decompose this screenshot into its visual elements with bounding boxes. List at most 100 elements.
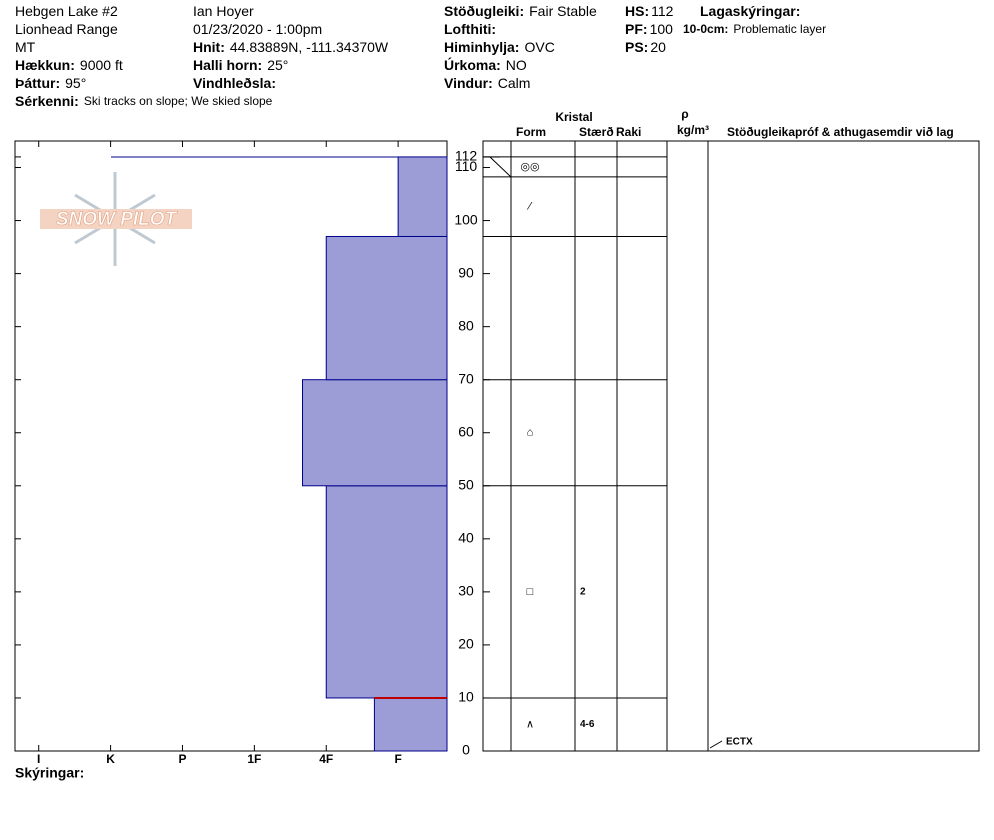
grain-form: □ (527, 586, 534, 598)
header-label: Þáttur: (15, 75, 60, 91)
header-field: Stöðugleiki: Fair Stable (444, 3, 597, 19)
header-value: Problematic layer (733, 22, 826, 36)
grain-form: ∧ (526, 718, 534, 730)
layer-bar (397, 156, 448, 237)
header-text: Lionhead Range (15, 21, 118, 37)
header-field: Lionhead Range (15, 21, 118, 37)
header-value: OVC (524, 39, 554, 55)
table-frame (482, 140, 980, 752)
header-label: HS: (625, 3, 649, 19)
depth-label: 20 (458, 636, 474, 652)
col-header: ρ (681, 107, 688, 121)
header-label: Himinhylja: (444, 39, 519, 55)
header-label: Úrkoma: (444, 56, 501, 73)
depth-label: 10 (458, 689, 474, 705)
header-field: Hebgen Lake #2 (15, 3, 118, 19)
depth-label: 80 (458, 317, 474, 333)
grain-form: ⁄ (526, 201, 533, 213)
depth-label: 60 (458, 423, 474, 439)
header-field: Lofthiti: (444, 21, 496, 37)
layer-bar (302, 379, 448, 487)
depth-label: 112 (455, 148, 478, 164)
header-label: PS: (625, 39, 648, 55)
grain-size: 4-6 (580, 719, 595, 730)
header-label: Lagaskýringar: (700, 3, 800, 19)
test-arrow (709, 740, 723, 749)
header-field: Lagaskýringar: (700, 3, 800, 19)
header-field: Sérkenni: Ski tracks on slope; We skied s… (15, 93, 273, 109)
header-value: 25° (267, 57, 288, 73)
header-field: PS: 20 (625, 39, 666, 55)
footer: Skýringar: (15, 765, 84, 781)
header-text: 01/23/2020 - 1:00pm (193, 21, 322, 37)
header-value: 100 (650, 21, 674, 37)
depth-label: 30 (458, 583, 474, 599)
col-header: Form (516, 125, 546, 139)
hardness-label: P (178, 752, 186, 766)
depth-label: 90 (458, 264, 474, 280)
col-header: Kristal (555, 110, 592, 124)
header-text: Hebgen Lake #2 (15, 3, 118, 19)
header-label: Vindur: (444, 75, 493, 91)
header-value: 20 (650, 39, 666, 55)
header-label: Lofthiti: (444, 21, 496, 37)
connector (489, 156, 512, 178)
header-field: Vindur: Calm (444, 75, 530, 91)
header-field: 10-0cm: Problematic layer (683, 22, 826, 36)
hardness-label: 1F (247, 752, 261, 766)
header-field: Halli horn: 25° (193, 57, 288, 73)
header-value: 44.83889N, -111.34370W (230, 39, 389, 55)
header-field: Hnit: 44.83889N, -111.34370W (193, 39, 389, 55)
header-text: Ian Hoyer (193, 3, 254, 19)
layer-bar (373, 697, 448, 752)
header-field: 01/23/2020 - 1:00pm (193, 21, 322, 37)
header-label: Halli horn: (193, 57, 262, 73)
header-value: 112 (651, 3, 674, 19)
header-value: 95° (65, 75, 86, 91)
header-label: Vindhleðsla: (193, 75, 276, 91)
depth-label: 40 (458, 530, 474, 546)
header-value: Ski tracks on slope; We skied slope (84, 94, 273, 108)
logo (40, 172, 192, 266)
header-label: Hækkun: (15, 57, 75, 73)
header-field: HS: 112 (625, 3, 674, 19)
header-label: Stöðugleiki: (444, 3, 524, 19)
header-field: MT (15, 39, 36, 55)
hardness-label: I (37, 752, 40, 766)
depth-label: 100 (454, 211, 478, 227)
header-field: Þáttur: 95° (15, 75, 86, 91)
header-label: PF: (625, 21, 648, 37)
logo-text: SNOW PILOT (56, 209, 178, 230)
depth-label: 0 (462, 742, 470, 758)
header-field: Ian Hoyer (193, 3, 254, 19)
header-field: Úrkoma: NO (444, 56, 527, 73)
test-label: ECTX (726, 737, 753, 748)
header-field: Vindhleðsla: (193, 75, 276, 91)
hardness-label: 4F (319, 752, 333, 766)
layer-bar (325, 485, 448, 699)
header-value: NO (506, 57, 527, 73)
grain-form: ◎◎ (520, 161, 539, 173)
header-text: MT (15, 39, 36, 55)
layer-bar (325, 235, 448, 381)
header-field: Himinhylja: OVC (444, 39, 555, 55)
grain-size: 2 (580, 587, 586, 598)
hardness-label: K (106, 752, 115, 766)
depth-label: 50 (458, 476, 474, 492)
col-header: Raki (616, 125, 641, 139)
header-value: Calm (498, 75, 531, 91)
depth-label: 70 (458, 370, 474, 386)
col-header: Stöðugleikapróf & athugasemdir við lag (727, 125, 954, 139)
hardness-label: F (394, 752, 401, 766)
header-value: 9000 ft (80, 57, 123, 73)
header-label: Hnit: (193, 39, 225, 55)
grain-form: ⌂ (527, 427, 534, 439)
header-value: Fair Stable (529, 3, 597, 19)
header-label: Sérkenni: (15, 93, 79, 109)
depth-label: 110 (455, 158, 478, 174)
col-header: Stærð (579, 125, 614, 139)
col-header: kg/m³ (677, 123, 709, 137)
header-field: Hækkun: 9000 ft (15, 57, 123, 73)
